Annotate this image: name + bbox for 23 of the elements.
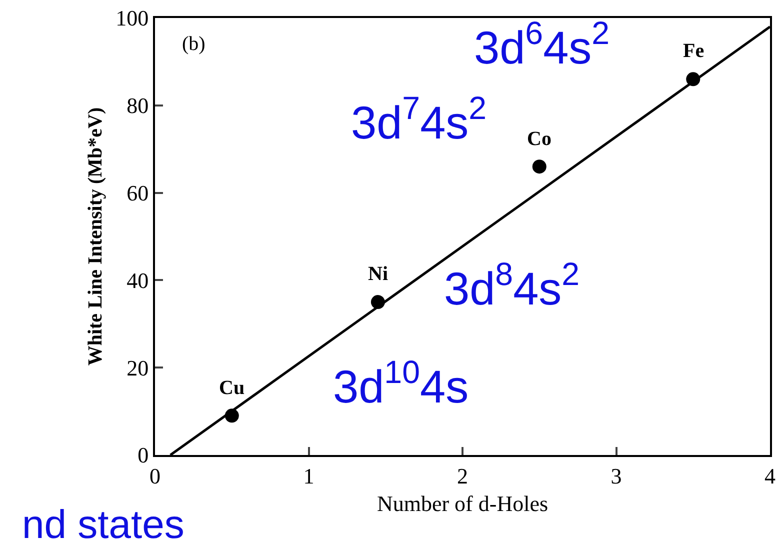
text: nd states — [22, 503, 184, 547]
y-tick-label: 20 — [126, 355, 149, 380]
y-tick-label: 0 — [138, 442, 149, 468]
y-tick-label: 60 — [126, 180, 149, 206]
y-tick-label: 80 — [126, 93, 149, 118]
annotation: Cu — [219, 377, 245, 399]
point — [532, 160, 546, 174]
annotation: 3d$^{7}$4s$^{2}$ — [351, 90, 487, 148]
x-tick-label: 4 — [764, 463, 776, 488]
annotation: (b) — [182, 33, 206, 55]
annotation: Co — [527, 128, 552, 150]
x-tick-label: 3 — [610, 463, 622, 488]
annotation: 3d$^{10}$4s — [333, 354, 469, 412]
x-tick-label: 2 — [457, 463, 468, 488]
y-axis-title: White Line Intensity (Mb*eV) — [84, 107, 107, 366]
x-tick-label: 1 — [303, 463, 314, 488]
annotation: 3d$^{8}$4s$^{2}$ — [444, 256, 580, 314]
y-tick-label: 100 — [116, 6, 149, 31]
y-tick-label: 40 — [126, 268, 149, 293]
annotation: Ni — [368, 263, 388, 285]
x-axis-title: Number of d-Holes — [376, 490, 548, 516]
annotation: 3d$^{6}$4s$^{2}$ — [474, 15, 610, 74]
annotation: Fe — [683, 40, 704, 62]
